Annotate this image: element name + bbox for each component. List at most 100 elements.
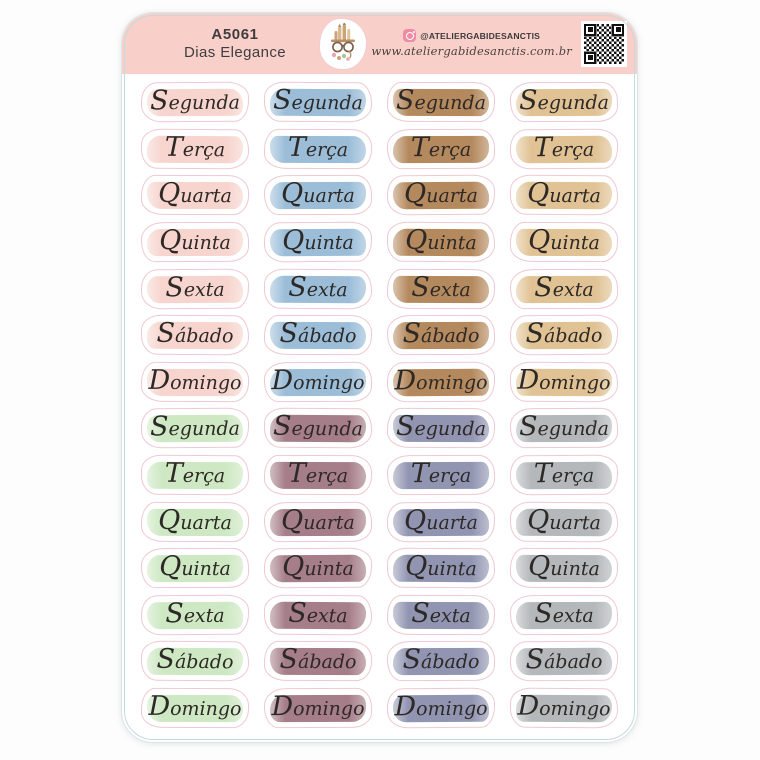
day-sticker: Sábado bbox=[264, 641, 373, 682]
brush-stroke: Sexta bbox=[147, 271, 244, 303]
day-sticker: Quinta bbox=[141, 548, 250, 589]
day-label: Domingo bbox=[517, 364, 611, 396]
day-label: Segunda bbox=[518, 411, 609, 443]
day-sticker: Quinta bbox=[263, 547, 373, 589]
day-sticker: Terça bbox=[386, 128, 495, 170]
brush-stroke: Quinta bbox=[147, 225, 244, 256]
qr-finder-icon bbox=[584, 23, 596, 36]
day-label: Quinta bbox=[404, 550, 477, 583]
brush-stroke: Segunda bbox=[147, 411, 244, 443]
day-label: Quarta bbox=[403, 504, 478, 536]
brush-stroke: Quarta bbox=[270, 179, 367, 210]
brush-stroke: Quarta bbox=[392, 504, 489, 536]
day-sticker: Terça bbox=[264, 128, 373, 170]
brush-stroke: Sexta bbox=[515, 598, 612, 629]
day-label: Sábado bbox=[279, 318, 357, 350]
day-sticker: Quinta bbox=[386, 547, 496, 589]
day-sticker: Segunda bbox=[263, 408, 373, 449]
brush-stroke: Segunda bbox=[270, 85, 367, 117]
day-label: Quarta bbox=[526, 178, 601, 210]
day-sticker: Sexta bbox=[263, 268, 373, 310]
day-label: Domingo bbox=[148, 690, 242, 722]
day-sticker: Quarta bbox=[264, 175, 373, 216]
day-sticker: Segunda bbox=[386, 82, 495, 123]
brush-stroke: Quarta bbox=[392, 179, 489, 210]
sheet-code: A5061 bbox=[211, 26, 259, 43]
brush-stroke: Domingo bbox=[270, 691, 367, 723]
brush-stroke: Quinta bbox=[270, 551, 367, 583]
brush-stroke: Quarta bbox=[515, 178, 612, 210]
brush-stroke: Terça bbox=[270, 131, 367, 163]
qr-finder-icon bbox=[612, 23, 624, 36]
day-sticker: Quinta bbox=[509, 548, 618, 589]
day-sticker: Terça bbox=[141, 454, 250, 496]
day-label: Quinta bbox=[404, 224, 477, 256]
brush-stroke: Quarta bbox=[270, 505, 367, 536]
day-label: Terça bbox=[287, 131, 349, 163]
day-label: Quinta bbox=[282, 551, 355, 583]
brush-stroke: Sexta bbox=[392, 598, 489, 629]
day-sticker: Sábado bbox=[509, 314, 618, 356]
day-sticker: Segunda bbox=[509, 82, 618, 123]
day-label: Segunda bbox=[150, 411, 241, 443]
day-sticker: Sexta bbox=[263, 594, 373, 636]
day-sticker: Quarta bbox=[386, 175, 496, 216]
brush-stroke: Segunda bbox=[392, 85, 489, 116]
day-sticker: Quarta bbox=[509, 501, 618, 543]
day-sticker: Terça bbox=[509, 454, 618, 496]
day-label: Terça bbox=[533, 131, 594, 164]
brush-stroke: Sábado bbox=[270, 318, 367, 350]
brush-stroke: Domingo bbox=[515, 364, 612, 396]
brand-block: @ATELIERGABIDESANCTIS www.ateliergabides… bbox=[371, 29, 572, 58]
day-label: Sexta bbox=[533, 271, 594, 303]
brush-stroke: Domingo bbox=[147, 365, 244, 396]
day-sticker: Terça bbox=[509, 128, 618, 170]
day-sticker: Sábado bbox=[509, 641, 618, 682]
day-sticker: Terça bbox=[141, 128, 250, 170]
instagram-row: @ATELIERGABIDESANCTIS bbox=[403, 29, 540, 42]
day-label: Sábado bbox=[156, 644, 234, 676]
qr-code bbox=[581, 20, 627, 67]
day-sticker: Domingo bbox=[264, 361, 373, 403]
day-label: Terça bbox=[165, 457, 226, 489]
day-label: Segunda bbox=[273, 411, 364, 443]
day-label: Sábado bbox=[402, 644, 480, 676]
day-sticker: Sábado bbox=[141, 641, 250, 682]
day-sticker: Domingo bbox=[141, 361, 250, 403]
day-sticker: Sábado bbox=[141, 314, 250, 356]
brush-stroke: Segunda bbox=[515, 411, 612, 443]
day-sticker: Terça bbox=[264, 454, 373, 496]
day-label: Terça bbox=[410, 458, 472, 490]
brush-stroke: Sábado bbox=[147, 644, 244, 676]
brush-stroke: Sexta bbox=[270, 271, 367, 303]
brush-stroke: Terça bbox=[515, 131, 612, 164]
sheet-header: A5061 Dias Elegance bbox=[122, 13, 637, 74]
day-sticker: Quarta bbox=[141, 501, 250, 542]
day-sticker: Domingo bbox=[386, 687, 496, 729]
day-sticker: Terça bbox=[386, 454, 495, 496]
day-sticker: Segunda bbox=[386, 408, 495, 449]
brush-stroke: Segunda bbox=[147, 85, 244, 117]
day-label: Domingo bbox=[271, 364, 365, 397]
day-sticker: Quinta bbox=[386, 221, 496, 263]
day-sticker: Segunda bbox=[141, 408, 250, 449]
day-sticker: Domingo bbox=[141, 687, 250, 729]
day-sticker: Sexta bbox=[141, 594, 250, 636]
day-label: Sexta bbox=[165, 271, 226, 303]
brush-stroke: Quarta bbox=[147, 178, 244, 209]
day-sticker: Domingo bbox=[386, 361, 496, 403]
day-sticker: Sexta bbox=[509, 268, 618, 309]
day-sticker: Sábado bbox=[264, 315, 373, 356]
sticker-grid: Segunda Segunda Segunda Segunda Terça Terça Te… bbox=[122, 74, 637, 731]
day-sticker: Sexta bbox=[509, 594, 618, 636]
day-sticker: Sábado bbox=[386, 315, 495, 356]
day-label: Quarta bbox=[158, 504, 233, 536]
brush-stroke: Domingo bbox=[392, 691, 489, 722]
day-sticker: Quarta bbox=[509, 175, 618, 216]
brush-stroke: Quinta bbox=[392, 550, 489, 583]
day-label: Domingo bbox=[271, 691, 365, 723]
day-label: Sábado bbox=[525, 644, 603, 676]
brush-stroke: Segunda bbox=[270, 411, 367, 443]
day-label: Segunda bbox=[395, 411, 486, 443]
day-label: Quinta bbox=[527, 551, 600, 583]
